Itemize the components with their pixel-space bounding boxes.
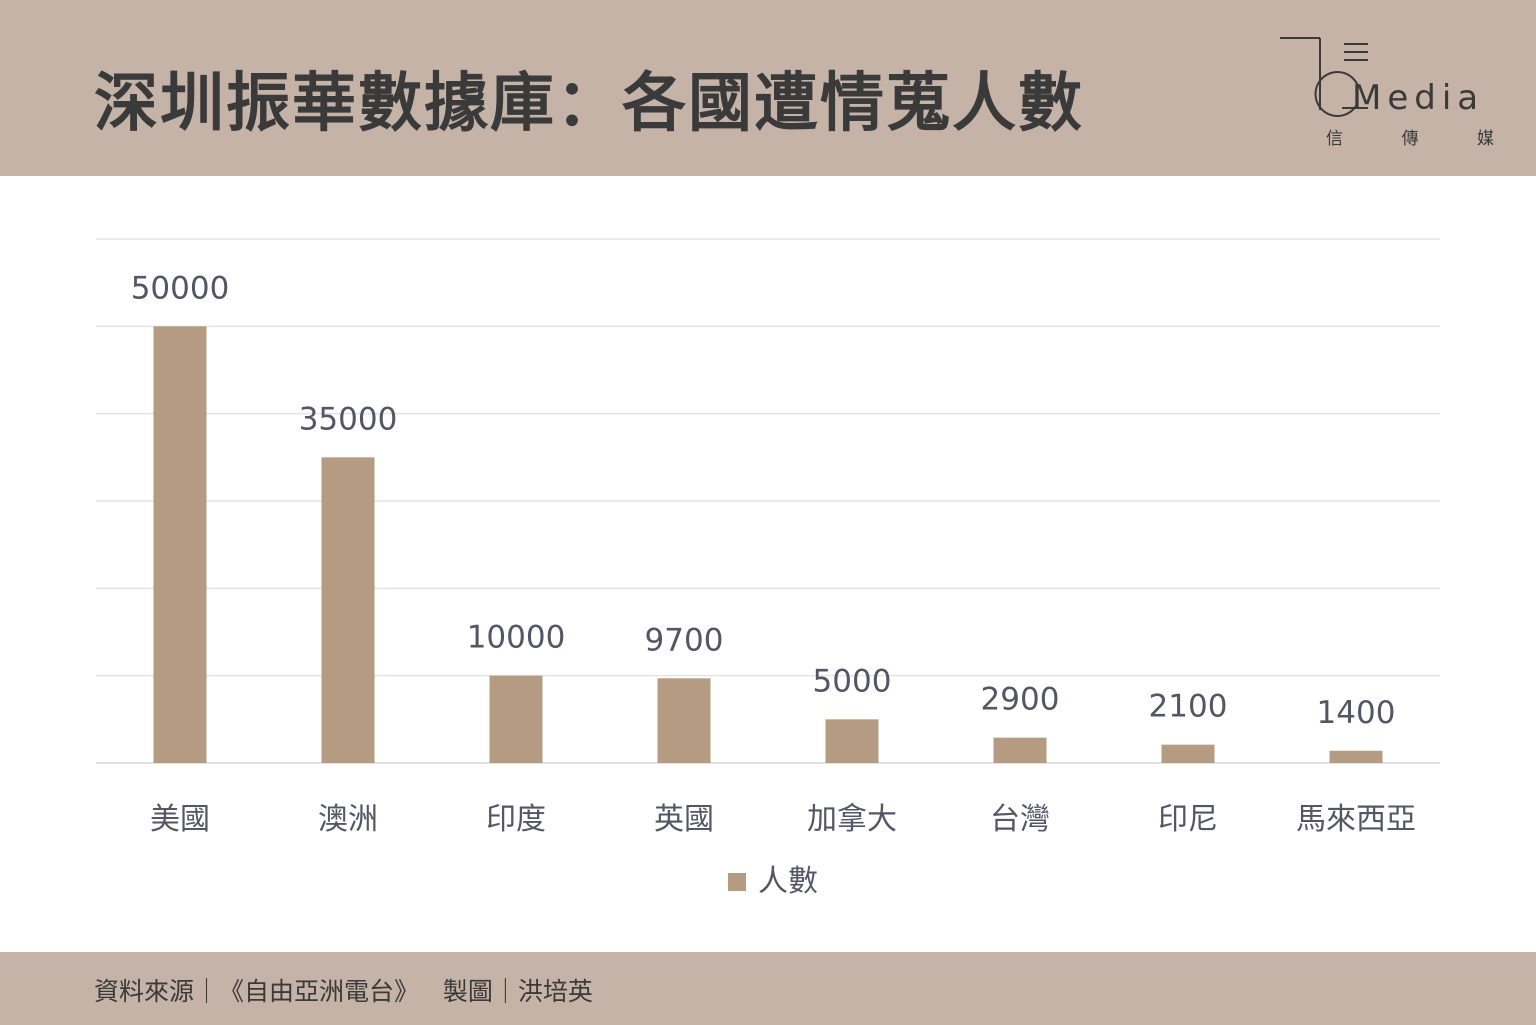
bar xyxy=(993,737,1047,763)
category-label: 英國 xyxy=(654,802,714,837)
category-label: 印尼 xyxy=(1158,802,1218,837)
data-label: 1400 xyxy=(1317,695,1396,731)
source-credit: 資料來源｜《自由亞洲電台》 製圖｜洪培英 xyxy=(94,977,593,1006)
category-label: 澳洲 xyxy=(318,802,378,837)
bar xyxy=(1329,750,1383,763)
category-label: 加拿大 xyxy=(807,802,897,837)
category-label: 馬來西亞 xyxy=(1296,802,1416,837)
bar xyxy=(657,678,711,763)
category-label: 印度 xyxy=(486,802,546,837)
bar xyxy=(321,457,375,763)
data-label: 35000 xyxy=(299,401,398,437)
legend-label: 人數 xyxy=(758,864,818,899)
category-label: 美國 xyxy=(150,802,210,837)
logo-mark-icon xyxy=(1280,37,1368,117)
bar xyxy=(825,719,879,763)
data-label: 2100 xyxy=(1149,689,1228,725)
bar-chart: 50000 美國 35000 澳洲 10000 印度 9700 英國 5000 加拿大 2900 台灣… xyxy=(96,238,1440,899)
brand-logo: Media 信 傳 媒 xyxy=(1276,30,1506,155)
header-banner: 深圳振華數據庫：各國遭情蒐人數 Media 信 傳 媒 xyxy=(0,0,1536,176)
data-label: 50000 xyxy=(131,270,230,306)
bar xyxy=(153,326,207,763)
legend-swatch xyxy=(728,873,746,891)
data-label: 5000 xyxy=(813,663,892,699)
logo-sub-char: 傳 xyxy=(1401,129,1419,149)
category-label: 台灣 xyxy=(990,802,1050,837)
logo-wordmark: Media xyxy=(1352,78,1485,118)
logo-subtitle: 信 傳 媒 xyxy=(1326,124,1494,149)
page-title: 深圳振華數據庫：各國遭情蒐人數 xyxy=(94,67,1084,141)
data-label: 9700 xyxy=(645,622,724,658)
data-label: 2900 xyxy=(981,682,1060,718)
data-label: 10000 xyxy=(467,620,566,656)
footer-banner: 資料來源｜《自由亞洲電台》 製圖｜洪培英 xyxy=(0,952,1536,1025)
logo-sub-char: 信 xyxy=(1326,129,1343,149)
bar xyxy=(1161,744,1215,763)
bar xyxy=(489,675,543,763)
logo-sub-char: 媒 xyxy=(1477,129,1494,149)
